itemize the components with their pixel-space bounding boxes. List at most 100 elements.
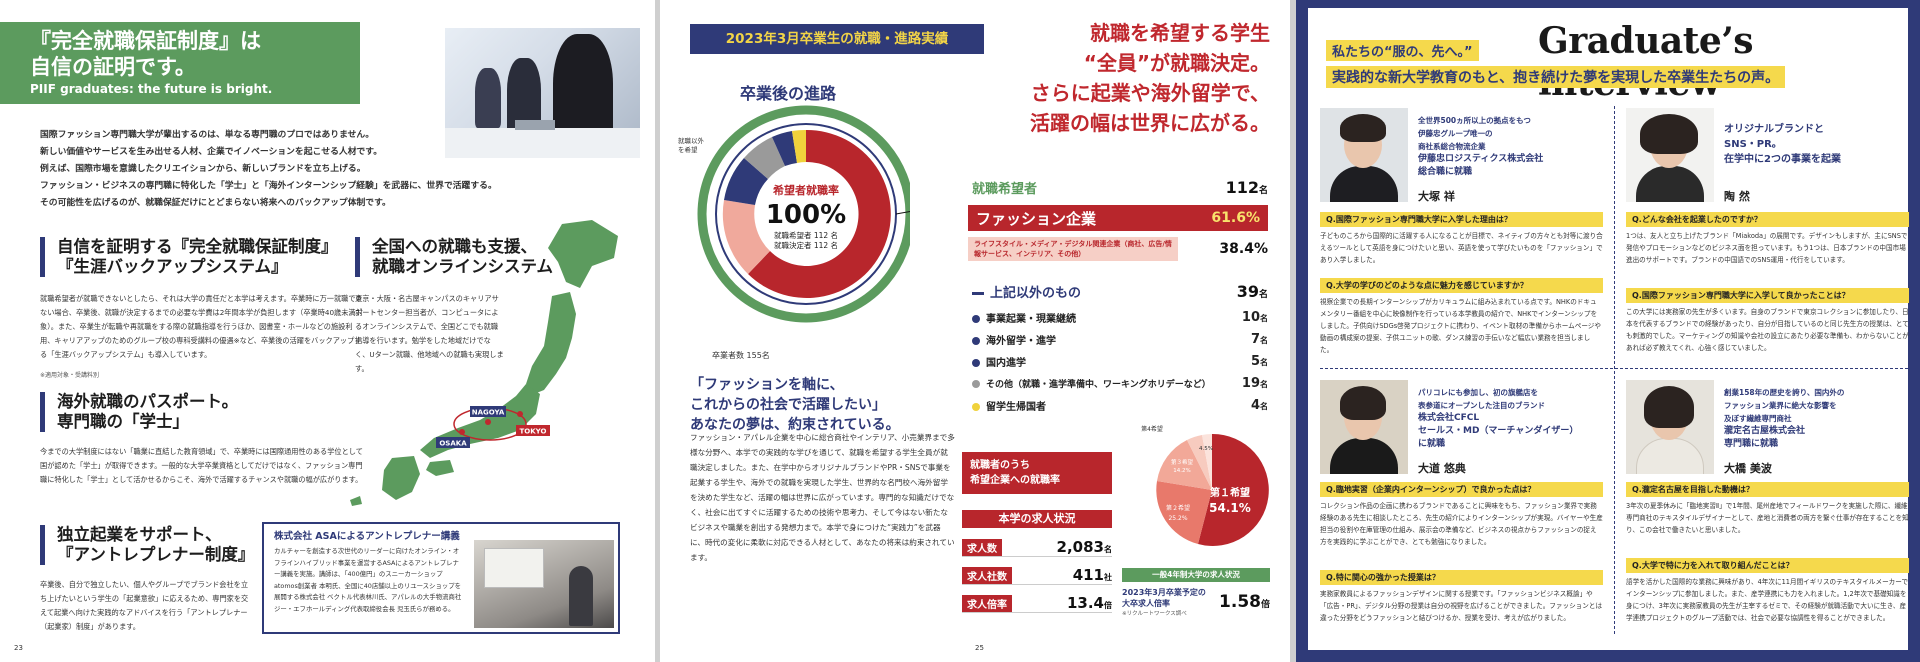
graduate-name: 大道 悠典 bbox=[1418, 462, 1466, 475]
national-average-box: 一般4年制大学の求人状況 2023年3月卒業予定の 大卒求人倍率 ※リクルートワー… bbox=[1122, 568, 1270, 617]
hire-hopefuls-row: 就職希望者 112名 bbox=[972, 178, 1268, 197]
interview-card-ohashi: 創業158年の歴史を誇り、国内外の ファッション業界に絶大な影響を 及ぼす繊維専… bbox=[1626, 380, 1909, 645]
intro-text: 国際ファッション専門職大学が輩出するのは、単なる専門職のプロではありません。 新… bbox=[40, 130, 497, 208]
page-number-left: 23 bbox=[14, 644, 23, 652]
card-meta: オリジナルブランドと SNS・PR。 在学中に2つの事業を起業 bbox=[1724, 124, 1841, 165]
preferred-rate-box: 就職者のうち 希望企業への就職率 bbox=[962, 452, 1112, 494]
results-banner: 2023年3月卒業生の就職・進路実績 bbox=[690, 24, 984, 54]
job-status-title: 本学の求人状況 bbox=[962, 510, 1112, 528]
banner-english: PIIF graduates: the future is bright. bbox=[30, 82, 273, 96]
japan-map: OSAKA NAGOYA TOKYO bbox=[350, 220, 618, 506]
banner-line2: 自信の証明です。 bbox=[30, 55, 196, 79]
guarantee-banner: 『完全就職保証制度』は 自信の証明です。 PIIF graduates: the… bbox=[0, 22, 360, 104]
avatar bbox=[1626, 380, 1714, 474]
section-body-bachelor: 今までの大学制度にはない「職業に直結した教育領域」で、卒業時には国際通用性のある… bbox=[40, 447, 363, 484]
graduate-name: 大橋 美波 bbox=[1724, 462, 1772, 475]
page-left: 『完全就職保証制度』は 自信の証明です。 PIIF graduates: the… bbox=[0, 0, 655, 662]
pie-first-label: 第１希望 bbox=[1210, 486, 1250, 499]
job-row-companies: 求人社数 411社 bbox=[962, 566, 1112, 585]
answer: コレクション作品の企画に携わるブランドであることに興味をもち、ファッション業界で… bbox=[1320, 502, 1603, 546]
donut-center-title: 希望者就職率 bbox=[772, 183, 839, 197]
section-body-entrepreneur: 卒業後、自分で独立したい、個人やグループでブランド会社を立ち上げたいという学生の… bbox=[40, 580, 249, 631]
question: Q.大学で特に力を入れて取り組んだことは？ bbox=[1626, 558, 1909, 573]
section-body-guarantee: 就職希望者が就職できないとしたら、それは大学の責任だと本学は考えます。卒業時に万… bbox=[40, 294, 363, 359]
career-donut-chart: 希望者就職率 100% 就職希望者 112 名 就職決定者 112 名 bbox=[697, 105, 910, 323]
answer: 子どものころから国際的に活躍する人になることが目標で、ネイティブの方々とも対等に… bbox=[1320, 232, 1603, 264]
question: Q.大学の学びのどのような点に魅力を感じていますか？ bbox=[1320, 278, 1603, 293]
list-item: 海外留学・進学 7名 bbox=[972, 328, 1268, 350]
divider-vertical bbox=[1614, 106, 1615, 634]
avatar bbox=[1320, 108, 1408, 202]
students-photo bbox=[445, 28, 640, 158]
interview-card-tou: オリジナルブランドと SNS・PR。 在学中に2つの事業を起業 陶 然 Q.どん… bbox=[1626, 108, 1909, 363]
divider-horizontal bbox=[1320, 368, 1908, 369]
pie-second-value: 25.2% bbox=[1168, 515, 1187, 522]
section-body-online: 東京・大阪・名古屋キャンパスのキャリアサポートセンター担当者が、コンピュータによ… bbox=[355, 294, 504, 373]
list-item: 留学生帰国者 4名 bbox=[972, 394, 1268, 416]
catch-line1: 私たちの“服の、先へ。” bbox=[1326, 40, 1479, 61]
pie-third-label: 第３希望 bbox=[1171, 458, 1194, 466]
avatar bbox=[1626, 108, 1714, 202]
card-meta: パリコレにも参加し、初の旗艦店を 表参道にオープンした注目のブランド 株式会社C… bbox=[1418, 388, 1579, 449]
interview-panel: Graduate’s interview 私たちの“服の、先へ。” 実践的な新大… bbox=[1308, 8, 1909, 650]
answer: 視察企業での長期インターンシップがカリキュラムに組み込まれている点です。NHKの… bbox=[1320, 298, 1601, 354]
donut-center-line1: 就職希望者 112 名 bbox=[774, 230, 838, 240]
results-body: ファッション・アパレル企業を中心に総合商社やインテリア、小売業界まで多様な分野へ… bbox=[690, 433, 955, 562]
pie-fourth-label: 第4希望 bbox=[1141, 425, 1163, 433]
banner-line1: 『完全就職保証制度』は bbox=[30, 29, 261, 53]
pie-fourth-value: 4.5% bbox=[1199, 446, 1213, 452]
list-item: その他（就職・進学準備中、ワーキングホリデーなど） 19名 bbox=[972, 372, 1268, 394]
section-head-entrepreneur: 独立起業をサポート、 『アントレプレナー制度』 bbox=[40, 525, 254, 565]
question: Q.どんな会社を起業したのですか？ bbox=[1626, 212, 1909, 227]
page-right: Graduate’s interview 私たちの“服の、先へ。” 実践的な新大… bbox=[1296, 0, 1920, 662]
career-path-title: 卒業後の進路 bbox=[740, 84, 837, 103]
page-number-middle: 25 bbox=[975, 644, 984, 652]
city-osaka: OSAKA bbox=[439, 440, 467, 448]
avatar bbox=[1320, 380, 1408, 474]
page-number-right: 26 bbox=[1898, 644, 1907, 652]
quote-text: 「ファッションを軸に、 これからの社会で活躍したい」 あなたの夢は、約束されている。 bbox=[690, 377, 900, 433]
list-item: 国内進学 5名 bbox=[972, 350, 1268, 372]
section-head-online: 全国への就職も支援、 就職オンラインシステム bbox=[355, 237, 553, 277]
answer: この大学には実務家の先生が多くいます。自身のブランドで東京コレクションに参加した… bbox=[1626, 308, 1909, 352]
preference-pie-chart: 第１希望 54.1% 第２希望 25.2% 第３希望 14.2% 第4希望 4.… bbox=[1141, 425, 1269, 546]
pie-third-value: 14.2% bbox=[1173, 468, 1190, 474]
other-paths-list: 事業起業・現業継続 10名 海外留学・進学 7名 国内進学 5名 その他（就職・進学準… bbox=[972, 306, 1268, 416]
answer: 1つは、友人と立ち上げたブランド「Miakoda」の展開です。デザインもしますが… bbox=[1626, 232, 1908, 264]
catch-line2: 実践的な新大学教育のもと、抱き続けた夢を実現した卒業生たちの声。 bbox=[1326, 66, 1786, 88]
footnote: ※適用対象・受講料別 bbox=[40, 372, 100, 379]
question: Q.国際ファッション専門職大学に入学して良かったことは？ bbox=[1626, 288, 1909, 303]
lecture-photo bbox=[474, 540, 614, 628]
question: Q.瀧定名古屋を目指した動機は？ bbox=[1626, 482, 1909, 497]
fashion-companies-bar: ファッション企業 61.6% bbox=[968, 205, 1268, 231]
asa-text: カルチャーを創造する次世代のリーダーに向けたオンライン・オフラインハイブリッド事… bbox=[274, 547, 462, 613]
question: Q.特に関心の強かった授業は？ bbox=[1320, 570, 1603, 585]
city-tokyo: TOKYO bbox=[520, 428, 547, 436]
graduate-name: 大塚 祥 bbox=[1418, 190, 1455, 203]
city-nagoya: NAGOYA bbox=[472, 409, 505, 417]
interview-card-omichi: パリコレにも参加し、初の旗艦店を 表参道にオープンした注目のブランド 株式会社C… bbox=[1320, 380, 1603, 645]
answer: 実務家教員によるファッションデザインに関する授業です。「ファッションビジネス概論… bbox=[1320, 590, 1603, 622]
total-graduates: 卒業者数 155名 bbox=[712, 351, 770, 360]
card-meta: 創業158年の歴史を誇り、国内外の ファッション業界に絶大な影響を 及ぼす繊維専… bbox=[1724, 388, 1845, 449]
other-paths-row: 上記以外のもの 39名 bbox=[972, 282, 1268, 301]
pie-first-value: 54.1% bbox=[1209, 501, 1251, 515]
list-item: 事業起業・現業継続 10名 bbox=[972, 306, 1268, 328]
lifestyle-companies-row: ライフスタイル・メディア・デジタル関連企業（商社、広告/情報サービス、インテリア… bbox=[968, 237, 1268, 261]
donut-center-value: 100% bbox=[766, 200, 846, 230]
asa-lecture-box: 株式会社 ASAによるアントレプレナー講義 カルチャーを創造する次世代のリーダー… bbox=[262, 522, 620, 634]
section-head-guarantee: 自信を証明する『完全就職保証制度』 『生涯バックアップシステム』 bbox=[40, 237, 338, 277]
interview-title: Graduate’s interview bbox=[1538, 20, 1754, 104]
question: Q.臨地実習（企業内インターンシップ）で良かった点は？ bbox=[1320, 482, 1603, 497]
answer: 3年次の夏季休みに「臨地実習Ⅱ」で1年間、尾州産地でフィールドワークを実施した際… bbox=[1626, 502, 1909, 534]
page-middle: 2023年3月卒業生の就職・進路実績 就職を希望する学生 “全員”が就職決定。 … bbox=[660, 0, 1290, 662]
results-headline: 就職を希望する学生 “全員”が就職決定。 さらに起業や海外留学で、 活躍の幅は世… bbox=[1030, 21, 1270, 135]
answer: 語学を活かした国際的な業務に興味があり、4年次に11月間イギリスのテキスタイルメ… bbox=[1626, 578, 1909, 622]
section-head-bachelor: 海外就職のパスポート。 専門職の「学士」 bbox=[40, 392, 238, 432]
job-row-openings: 求人数 2,083名 bbox=[962, 538, 1112, 557]
donut-center-line2: 就職決定者 112 名 bbox=[774, 240, 838, 250]
graduate-name: 陶 然 bbox=[1724, 190, 1750, 203]
card-meta: 全世界500ヵ所以上の拠点をもつ 伊藤忠グループ唯一の 商社系総合物流企業 伊藤… bbox=[1418, 116, 1544, 177]
asa-title: 株式会社 ASAによるアントレプレナー講義 bbox=[274, 531, 460, 542]
